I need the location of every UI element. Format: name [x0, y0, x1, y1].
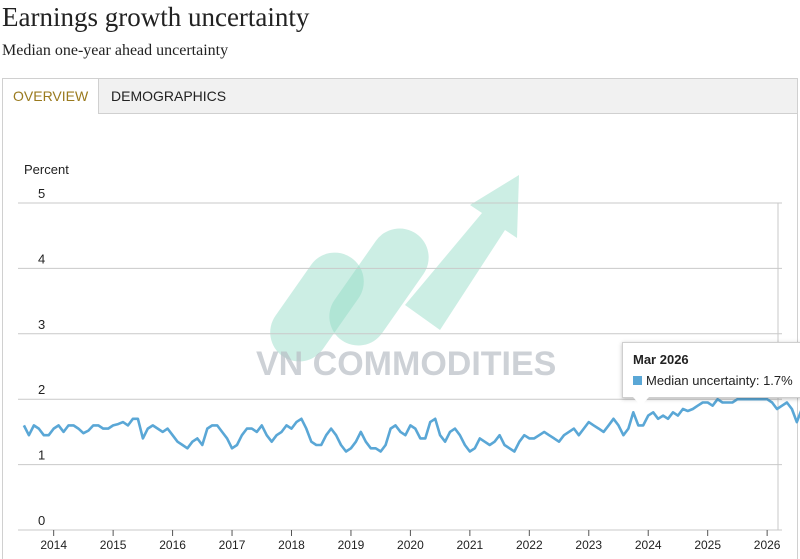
watermark-text: VN COMMODITIES — [256, 345, 556, 383]
gridlines — [18, 202, 782, 531]
x-tick-label: 2026 — [754, 538, 781, 552]
tooltip-swatch — [633, 376, 642, 385]
tab-bar: OVERVIEW DEMOGRAPHICS — [3, 79, 797, 114]
x-tick-label: 2020 — [397, 538, 424, 552]
tab-demographics[interactable]: DEMOGRAPHICS — [111, 88, 227, 104]
y-tick-label: 1 — [38, 448, 45, 463]
x-tick-label: 2022 — [516, 538, 543, 552]
y-tick-label: 2 — [38, 382, 45, 397]
tooltip-title: Mar 2026 — [633, 352, 689, 367]
chart-panel: OVERVIEW DEMOGRAPHICS — [2, 78, 798, 559]
tooltip: Mar 2026 Median uncertainty: 1.7% — [622, 342, 800, 398]
watermark-bar-2 — [329, 228, 429, 346]
series-layer — [22, 397, 800, 453]
x-tick-label: 2023 — [575, 538, 602, 552]
x-tick-label: 2021 — [457, 538, 484, 552]
y-tick-label: 0 — [38, 513, 45, 528]
y-tick-label: 3 — [38, 317, 45, 332]
series-line-median-uncertainty[interactable] — [22, 397, 800, 453]
tooltip-value: 1.7% — [763, 373, 793, 388]
y-axis-title: Percent — [24, 162, 69, 177]
tooltip-pointer — [633, 397, 649, 406]
x-tick-label: 2016 — [159, 538, 186, 552]
y-tick-label: 4 — [38, 251, 45, 266]
x-tick-label: 2015 — [100, 538, 127, 552]
x-tick-label: 2025 — [694, 538, 721, 552]
y-tick-labels: 0 1 2 3 4 5 — [38, 186, 45, 528]
x-tick-label: 2014 — [40, 538, 67, 552]
page-subtitle: Median one-year ahead uncertainty — [2, 42, 229, 59]
tooltip-label: Median uncertainty: — [646, 373, 760, 388]
x-tick-label: 2017 — [219, 538, 246, 552]
page-title: Earnings growth uncertainty — [2, 2, 310, 32]
watermark-arrow — [405, 175, 519, 330]
x-tick-label: 2019 — [338, 538, 365, 552]
tab-overview[interactable]: OVERVIEW — [3, 79, 99, 114]
y-tick-label: 5 — [38, 186, 45, 201]
x-tick-label: 2018 — [278, 538, 305, 552]
watermark: VN COMMODITIES — [256, 175, 556, 383]
x-tick-labels: 2014 2015 2016 2017 2018 2019 2020 2021 2022 2023… — [40, 530, 781, 552]
x-tick-label: 2024 — [635, 538, 662, 552]
